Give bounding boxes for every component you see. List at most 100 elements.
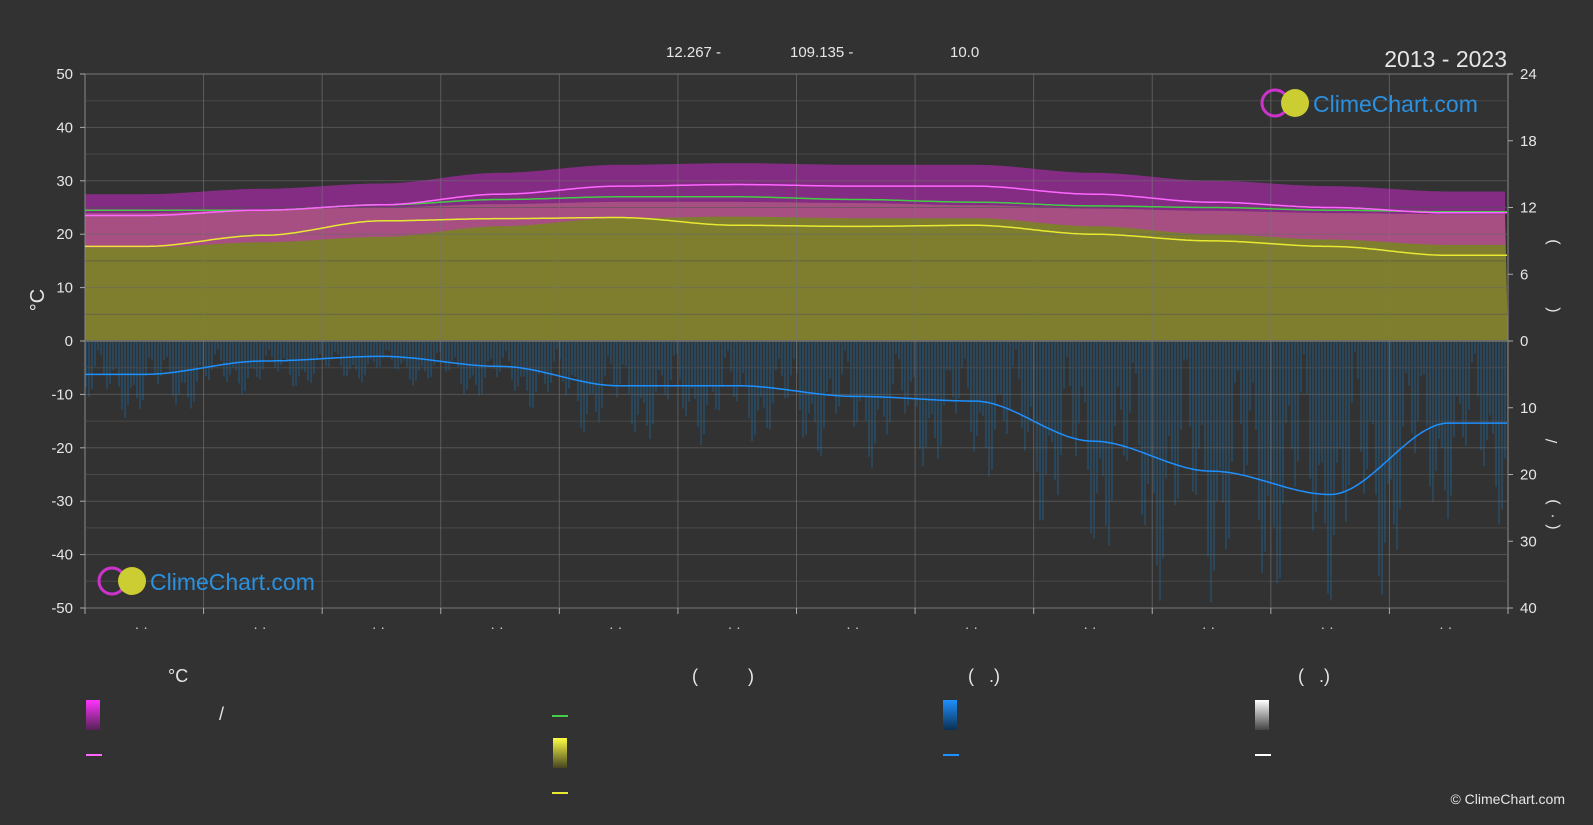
rain-bar: [1291, 341, 1293, 450]
rain-bar: [1102, 341, 1104, 477]
rain-bar: [1417, 341, 1419, 422]
left-tick-label: -40: [51, 547, 73, 564]
rain-bar: [949, 341, 951, 371]
right-axis-char-6: ·: [1544, 513, 1561, 518]
rain-bar: [202, 341, 204, 366]
rain-bar: [1399, 341, 1401, 509]
rain-bar: [124, 341, 126, 418]
rain-bar: [1231, 341, 1233, 462]
rain-bar: [1237, 341, 1239, 371]
rain-bar: [229, 341, 231, 376]
rain-bar: [1369, 341, 1371, 422]
copyright-text: © ClimeChart.com: [1450, 791, 1565, 807]
x-tick-label: · ·: [965, 619, 978, 635]
right-top-tick-label: 12: [1520, 200, 1537, 217]
rain-bar: [235, 341, 237, 371]
rain-bar: [1252, 341, 1254, 383]
rain-bar: [703, 341, 705, 435]
rain-bar: [1360, 341, 1362, 452]
rain-bar: [1480, 341, 1482, 451]
rain-bar: [688, 341, 690, 402]
header-coord-alt: 10.0: [950, 44, 979, 61]
rain-bar: [166, 341, 168, 357]
rain-bar: [1258, 341, 1260, 520]
rain-bar: [88, 341, 90, 397]
rain-bar: [217, 341, 219, 350]
rain-bar: [901, 341, 903, 391]
rain-bar: [319, 341, 321, 354]
rain-bar: [940, 341, 942, 447]
rain-bar: [616, 341, 618, 398]
rain-bar: [811, 341, 813, 404]
legend-header-rain: ( .): [968, 666, 1000, 686]
rain-bar: [1309, 341, 1311, 479]
rain-bar: [658, 341, 660, 371]
rain-bar: [922, 341, 924, 467]
rain-bar: [1483, 341, 1485, 467]
rain-bar: [1222, 341, 1224, 503]
rain-bar: [394, 341, 396, 369]
rain-bar: [622, 341, 624, 365]
rain-bar: [550, 341, 552, 383]
rain-bar: [415, 341, 417, 381]
rain-bar: [838, 341, 840, 407]
legend-sea-temp-line: [552, 715, 568, 717]
left-tick-label: 10: [56, 280, 73, 297]
rain-bar: [1069, 341, 1071, 387]
rain-bar: [454, 341, 456, 358]
rain-bar: [829, 341, 831, 379]
rain-bar: [1273, 341, 1275, 527]
rain-bar: [889, 341, 891, 423]
rain-bar: [775, 341, 777, 371]
rain-bar: [1204, 341, 1206, 472]
x-tick-label: · ·: [490, 619, 503, 635]
rain-bar: [100, 341, 102, 356]
rain-bar: [352, 341, 354, 366]
rain-bar: [1006, 341, 1008, 435]
rain-bar: [121, 341, 123, 410]
rain-bar: [919, 341, 921, 450]
rain-bar: [724, 341, 726, 358]
rain-bar: [439, 341, 441, 353]
rain-bar: [526, 341, 528, 391]
rain-bar: [301, 341, 303, 370]
x-tick-label: · ·: [1321, 619, 1334, 635]
rain-bar: [898, 341, 900, 360]
rain-bar: [907, 341, 909, 406]
rain-bar: [868, 341, 870, 457]
rain-bar: [883, 341, 885, 417]
rain-bar: [1495, 341, 1497, 487]
rain-bar: [826, 341, 828, 392]
rain-bar: [1288, 341, 1290, 406]
rain-bar: [535, 341, 537, 393]
left-tick-label: -30: [51, 493, 73, 510]
rain-bar: [1246, 341, 1248, 466]
rain-bar: [1132, 341, 1134, 364]
rain-bar: [880, 341, 882, 399]
rain-bar: [1123, 341, 1125, 456]
rain-bar: [1498, 341, 1500, 525]
rain-bar: [130, 341, 132, 388]
rain-bar: [487, 341, 489, 362]
rain-bar: [373, 341, 375, 363]
rain-bar: [802, 341, 804, 438]
logo-sun-icon: [118, 567, 146, 595]
rain-bar: [760, 341, 762, 397]
rain-bar: [1447, 341, 1449, 519]
rain-bar: [388, 341, 390, 351]
rain-bar: [97, 341, 99, 351]
rain-bar: [769, 341, 771, 430]
rain-bar: [1462, 341, 1464, 438]
rain-bar: [517, 341, 519, 387]
rain-bar: [676, 341, 678, 354]
rain-bar: [1432, 341, 1434, 503]
legend-header-temp: °C: [168, 666, 189, 686]
rain-bar: [577, 341, 579, 401]
rain-bar: [133, 341, 135, 386]
rain-bar: [1456, 341, 1458, 397]
rain-bar: [934, 341, 936, 439]
right-bottom-tick-label: 30: [1520, 533, 1537, 550]
rain-bar: [1261, 341, 1263, 574]
rain-bar: [1066, 341, 1068, 358]
rain-bar: [1114, 341, 1116, 426]
